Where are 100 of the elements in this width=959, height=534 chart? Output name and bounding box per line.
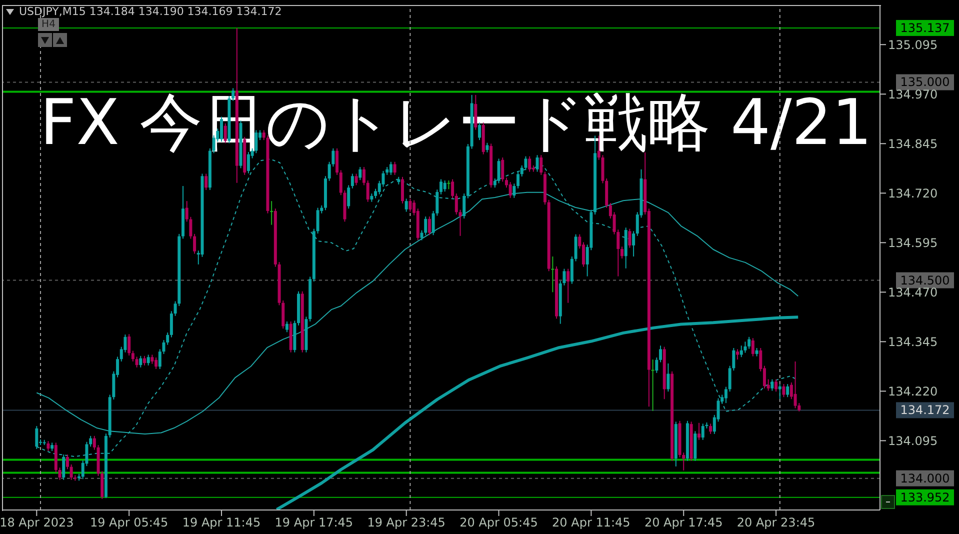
candlestick — [454, 193, 458, 216]
candlestick — [35, 426, 38, 450]
candlestick — [698, 422, 701, 440]
candlestick — [204, 173, 208, 190]
candlestick — [736, 348, 740, 360]
candlestick — [566, 268, 570, 304]
y-tick-label: 134.470 — [888, 285, 938, 300]
candlestick — [66, 454, 69, 470]
candlestick — [666, 362, 670, 392]
candlestick — [632, 230, 636, 258]
x-tick-label: 19 Apr 05:45 — [90, 516, 168, 530]
candlestick — [770, 378, 774, 392]
x-tick-label: 20 Apr 23:45 — [736, 516, 816, 530]
x-tick-label: 20 Apr 05:45 — [460, 516, 538, 530]
candlestick — [166, 332, 170, 346]
candlestick — [428, 216, 431, 236]
y-tick-label: 134.970 — [888, 87, 938, 102]
candlestick — [540, 154, 543, 176]
candlestick — [551, 256, 554, 293]
candlestick — [270, 200, 274, 226]
candlestick — [786, 384, 790, 398]
candlestick — [748, 336, 751, 350]
ref-line-label: 133.952 — [900, 490, 950, 504]
candlestick — [358, 166, 362, 181]
line-series — [275, 316, 800, 510]
candlestick — [362, 166, 366, 186]
candlestick — [135, 356, 138, 368]
x-tick-label: 19 Apr 23:45 — [367, 516, 446, 530]
x-tick-label: 18 Apr 2023 — [0, 516, 74, 530]
candlestick — [497, 158, 500, 184]
candlestick — [536, 154, 539, 172]
candlestick — [782, 384, 786, 398]
candlestick — [404, 198, 408, 212]
y-tick-label: 134.595 — [888, 236, 938, 250]
candlestick — [139, 355, 142, 368]
candlestick — [462, 193, 466, 219]
annotation: H4 — [38, 18, 59, 31]
ref-line-label: 135.137 — [900, 20, 950, 35]
candlestick — [170, 310, 173, 338]
candlestick — [393, 161, 396, 176]
candlestick — [350, 173, 354, 189]
y-tick-label: 134.720 — [888, 186, 938, 200]
annotation: USDJPY,M15 134.184 134.190 134.169 134.172 — [19, 5, 282, 18]
ref-line-label: 134.000 — [900, 471, 950, 486]
candlestick — [366, 180, 370, 202]
candlestick — [154, 357, 158, 370]
candlestick — [709, 423, 712, 434]
candlestick — [443, 180, 446, 192]
candlestick — [751, 338, 754, 357]
candlestick — [131, 350, 134, 362]
candlestick — [389, 161, 392, 176]
candlestick — [774, 378, 778, 392]
candlestick — [347, 184, 350, 210]
candlestick — [285, 320, 288, 333]
line-series — [36, 158, 798, 458]
ref-line-label: 134.172 — [900, 403, 950, 418]
candlestick — [193, 233, 196, 254]
ref-line-label: 135.000 — [900, 75, 950, 90]
candlestick — [316, 207, 320, 234]
candlestick — [701, 423, 704, 440]
candlestick — [62, 454, 66, 480]
candlestick — [46, 440, 50, 452]
candlestick — [512, 183, 516, 198]
x-tick-label: 19 Apr 17:45 — [274, 516, 354, 530]
candlestick — [493, 178, 496, 188]
candlestick — [92, 435, 96, 450]
candlestick — [400, 176, 404, 204]
y-tick-label: 134.095 — [888, 434, 938, 448]
candlestick — [778, 384, 782, 400]
y-tick-label: 134.220 — [888, 384, 938, 398]
candlestick — [70, 464, 73, 480]
y-tick-label: 134.845 — [888, 136, 938, 151]
x-tick-label: 20 Apr 17:45 — [644, 516, 723, 530]
candlestick — [458, 209, 462, 236]
candlestick — [628, 228, 632, 248]
candlestick — [440, 178, 442, 195]
candlestick — [651, 358, 654, 412]
candlestick — [146, 354, 150, 366]
candlestick — [354, 173, 358, 186]
candlestick — [794, 360, 797, 409]
x-tick-label: 20 Apr 11:45 — [552, 516, 630, 530]
candlestick — [508, 182, 512, 198]
y-tick-label: 134.345 — [888, 334, 938, 349]
y-tick-label: 135.095 — [888, 38, 938, 52]
candlestick — [424, 216, 428, 236]
candlestick — [128, 334, 131, 356]
candlestick — [58, 467, 62, 480]
candlestick — [516, 171, 520, 189]
candlestick — [528, 156, 532, 172]
candlestick — [89, 435, 92, 448]
candlestick — [744, 341, 747, 354]
candlestick — [451, 178, 454, 199]
candlestick — [408, 198, 412, 212]
x-tick-label: 19 Apr 11:45 — [182, 516, 261, 530]
candlestick — [724, 386, 728, 404]
candlestick — [420, 230, 424, 241]
candlestick — [620, 246, 624, 259]
ref-line-label: 134.500 — [900, 273, 950, 288]
candlestick — [570, 256, 574, 284]
candlestick — [142, 355, 146, 366]
